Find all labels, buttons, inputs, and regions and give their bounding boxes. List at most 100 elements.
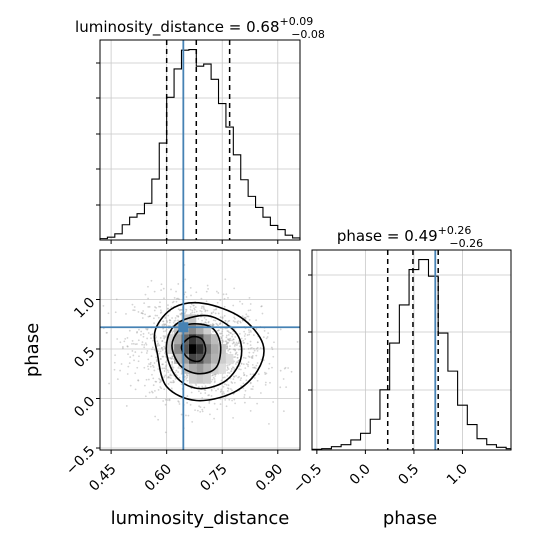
scatter-point [243,335,246,337]
scatter-point [239,368,242,371]
scatter-point [151,373,153,376]
scatter-point [147,315,150,318]
scatter-point [240,385,242,387]
scatter-point [177,316,180,318]
scatter-point [214,375,217,377]
scatter-point [213,373,215,376]
scatter-point [167,307,169,310]
scatter-point [201,408,204,411]
scatter-point [160,283,163,286]
scatter-point [164,330,167,332]
scatter-point [263,329,266,332]
scatter-point [159,309,162,312]
scatter-point [165,336,168,339]
scatter-point [145,343,148,346]
scatter-point [184,312,187,314]
scatter-point [251,355,254,357]
scatter-point [226,342,228,345]
scatter-point [244,389,247,392]
scatter-point [193,311,196,314]
scatter-point [201,305,203,308]
scatter-point [235,344,238,347]
scatter-point [279,386,282,389]
scatter-point [132,309,135,312]
scatter-point [243,316,246,319]
scatter-point [105,331,108,334]
scatter-point [220,337,223,340]
scatter-point [234,402,237,405]
scatter-point [141,312,144,315]
scatter-point [227,349,230,352]
scatter-point [226,345,228,348]
scatter-point [262,359,265,362]
scatter-point [136,343,138,345]
scatter-point [233,320,236,323]
scatter-point [196,409,199,412]
density-cell [196,363,204,374]
scatter-point [272,401,275,403]
scatter-point [252,366,254,369]
scatter-point [120,363,123,365]
scatter-point [234,356,237,358]
scatter-point [185,310,187,313]
scatter-point [201,397,204,399]
scatter-point [133,306,136,308]
scatter-point [203,406,206,409]
scatter-point [161,324,164,326]
scatter-point [159,380,162,383]
scatter-point [200,297,203,300]
scatter-point [151,346,154,349]
scatter-point [179,308,182,311]
scatter-point [201,385,204,388]
scatter-point [212,376,215,379]
scatter-point [189,308,192,311]
scatter-point [222,340,225,343]
scatter-point [162,320,164,323]
density-cell [181,344,189,354]
scatter-point [223,305,226,308]
scatter-point [143,346,146,349]
scatter-point [282,410,285,413]
scatter-point [234,353,237,356]
scatter-point [158,344,161,347]
scatter-point [227,371,229,374]
scatter-point [154,380,157,383]
scatter-point [211,374,214,377]
scatter-point [241,319,244,322]
scatter-point [210,312,213,315]
scatter-point [211,378,214,381]
scatter-point [231,333,234,336]
scatter-point [133,359,135,362]
scatter-point [147,365,149,368]
density-cell [203,373,212,384]
scatter-point [241,303,244,305]
scatter-point [233,345,236,347]
scatter-point [140,312,143,314]
scatter-point [249,344,252,347]
density-cell [174,353,182,364]
scatter-point [205,290,208,293]
scatter-point [184,375,187,378]
scatter-point [227,330,230,333]
scatter-point [219,332,221,335]
scatter-point [170,356,172,359]
scatter-point [150,337,152,340]
scatter-point [232,338,235,341]
scatter-point [170,374,173,377]
scatter-point [199,310,202,312]
scatter-point [228,338,230,341]
scatter-point [225,336,228,339]
scatter-point [229,388,232,390]
scatter-point [244,316,247,319]
scatter-point [108,382,110,385]
scatter-point [163,376,166,378]
scatter-point [228,348,231,350]
scatter-point [259,392,262,394]
scatter-point [219,403,222,406]
scatter-point [239,379,242,382]
scatter-point [247,365,250,368]
scatter-point [163,297,165,300]
quantile-lines [386,250,439,450]
scatter-point [216,323,219,326]
scatter-point [222,391,225,393]
